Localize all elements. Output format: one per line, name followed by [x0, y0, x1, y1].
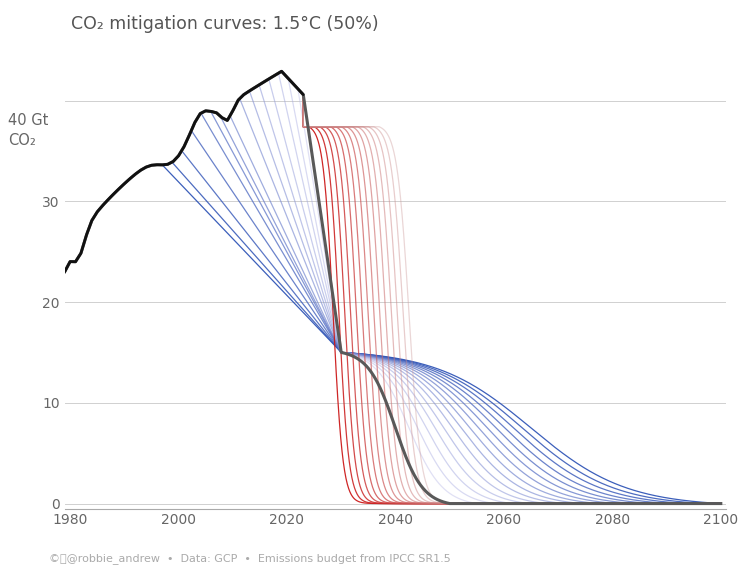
Text: ©ⓘ@robbie_andrew  •  Data: GCP  •  Emissions budget from IPCC SR1.5: ©ⓘ@robbie_andrew • Data: GCP • Emissions…: [49, 553, 451, 564]
Text: 40 Gt
CO₂: 40 Gt CO₂: [8, 112, 49, 147]
Text: CO₂ mitigation curves: 1.5°C (50%): CO₂ mitigation curves: 1.5°C (50%): [72, 15, 379, 33]
